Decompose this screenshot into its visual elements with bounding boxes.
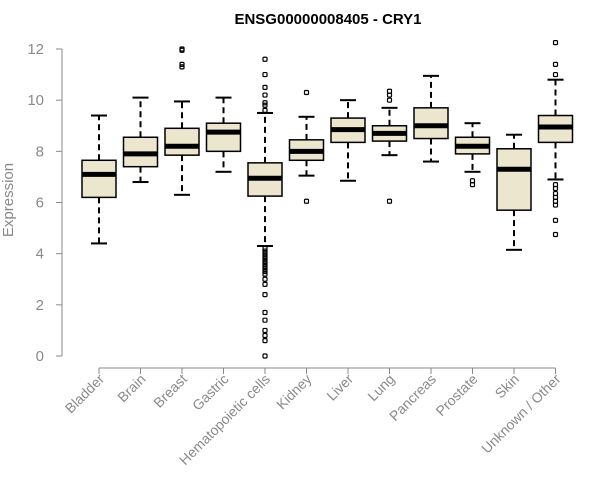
boxes-group xyxy=(81,40,574,359)
x-tick-label: Liver xyxy=(323,371,356,404)
outlier-point xyxy=(262,253,268,259)
y-tick-label: 6 xyxy=(36,195,44,212)
outlier-point xyxy=(262,353,268,359)
iqr-box xyxy=(496,148,532,211)
x-tick-label: Bladder xyxy=(62,371,108,417)
iqr-box xyxy=(81,159,117,199)
y-tick-label: 12 xyxy=(27,41,44,58)
x-tick-label: Skin xyxy=(492,371,523,402)
outlier-point xyxy=(262,276,268,282)
chart-title: ENSG00000008405 - CRY1 xyxy=(234,11,421,28)
outlier-point xyxy=(552,190,559,197)
y-tick-label: 8 xyxy=(36,143,44,160)
outlier-point xyxy=(262,92,268,98)
outlier-point xyxy=(262,266,268,272)
x-tick-label: Prostate xyxy=(432,371,480,419)
box-breast xyxy=(164,46,200,196)
outlier-point xyxy=(262,256,268,262)
y-tick-label: 2 xyxy=(36,297,44,314)
outlier-point xyxy=(552,61,559,67)
outlier-point xyxy=(262,271,268,277)
iqr-box xyxy=(205,122,242,153)
outlier-point xyxy=(262,281,268,287)
outlier-point xyxy=(262,338,268,344)
outlier-point xyxy=(552,71,559,78)
x-tick-label: Breast xyxy=(150,371,190,411)
outlier-point xyxy=(552,231,559,238)
y-axis-label: Expression xyxy=(0,163,17,237)
box-pancreas xyxy=(413,74,449,163)
outlier-point xyxy=(262,292,268,298)
outlier-point xyxy=(262,102,268,108)
outlier-point xyxy=(262,261,268,267)
outlier-point xyxy=(179,46,185,52)
outlier-point xyxy=(386,97,393,103)
box-hematopoietic-cells xyxy=(247,56,283,359)
outlier-point xyxy=(469,178,476,184)
y-tick-label: 4 xyxy=(36,246,44,263)
y-axis: 0 2 4 6 8 10 12 xyxy=(27,41,63,365)
outlier-point xyxy=(262,258,268,264)
box-bladder xyxy=(81,114,117,245)
outlier-point xyxy=(262,107,268,114)
outlier-point xyxy=(262,251,268,257)
outlier-point xyxy=(262,71,268,78)
outlier-point xyxy=(262,263,268,270)
outlier-point xyxy=(552,217,559,224)
box-skin xyxy=(496,133,532,251)
outlier-point xyxy=(179,61,185,67)
box-liver xyxy=(330,99,366,182)
outlier-point xyxy=(386,88,393,94)
y-tick-label: 10 xyxy=(27,92,44,109)
box-prostate xyxy=(454,122,491,188)
box-gastric xyxy=(205,96,242,173)
outlier-point xyxy=(262,268,268,275)
outlier-point xyxy=(262,56,268,62)
outlier-point xyxy=(552,181,559,188)
x-tick-label: Lung xyxy=(364,371,397,404)
outlier-point xyxy=(262,84,268,90)
outlier-point xyxy=(262,248,268,254)
outlier-point xyxy=(386,198,393,204)
outlier-point xyxy=(262,327,268,334)
box-lung xyxy=(371,88,408,204)
outlier-point xyxy=(179,64,185,70)
box-unknown-other xyxy=(537,40,574,238)
outlier-point xyxy=(303,89,310,96)
iqr-box xyxy=(164,127,200,156)
outlier-point xyxy=(262,309,268,316)
y-tick-label: 0 xyxy=(36,348,44,365)
x-tick-label: Unknown / Other xyxy=(478,371,564,457)
x-tick-label: Kidney xyxy=(273,371,315,413)
outlier-point xyxy=(303,198,310,204)
outlier-point xyxy=(262,317,268,323)
outlier-point xyxy=(262,245,268,252)
outlier-point xyxy=(262,100,268,106)
box-kidney xyxy=(288,89,325,204)
x-tick-label: Brain xyxy=(114,371,148,405)
outlier-point xyxy=(552,40,559,46)
outlier-point xyxy=(262,332,268,339)
iqr-box xyxy=(413,107,449,140)
box-brain xyxy=(122,96,159,184)
